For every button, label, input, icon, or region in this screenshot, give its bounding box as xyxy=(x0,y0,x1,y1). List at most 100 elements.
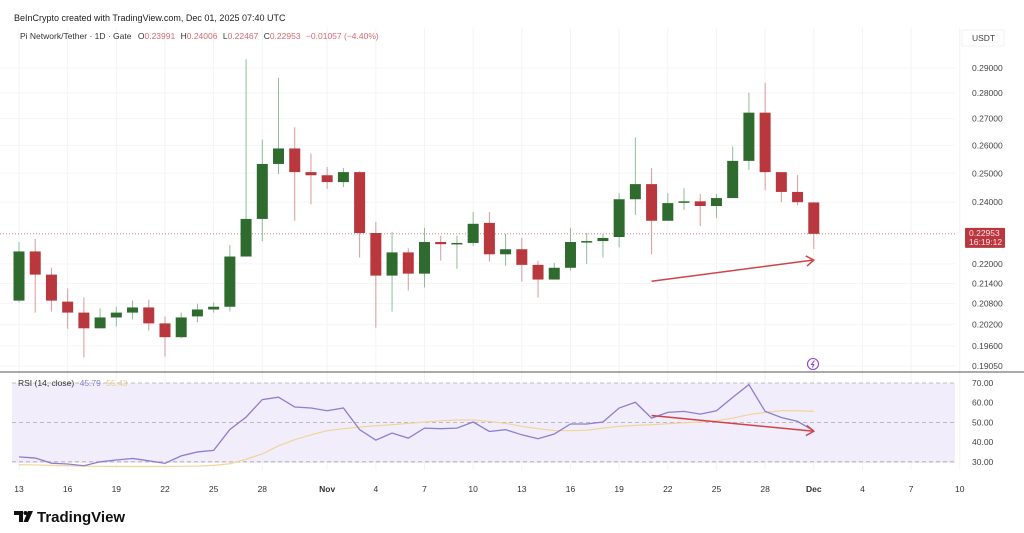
high-value: 0.24006 xyxy=(187,31,218,41)
rsi-legend[interactable]: RSI (14, close) 45.79 55.43 xyxy=(18,378,128,388)
candle-up xyxy=(727,160,739,199)
price-tick-label: 0.29000 xyxy=(972,63,1003,73)
rsi-tick-label: 30.00 xyxy=(972,457,994,467)
candle-up xyxy=(175,317,187,338)
price-tick-label: 0.27000 xyxy=(972,114,1003,124)
rsi-tick-label: 50.00 xyxy=(972,417,994,427)
candle-up xyxy=(94,317,106,329)
candle-down xyxy=(45,274,57,301)
time-tick-label: 16 xyxy=(566,484,576,494)
candle-down xyxy=(775,172,787,192)
rsi-trend-arrow xyxy=(651,414,814,433)
time-tick-label: Dec xyxy=(806,484,822,494)
time-tick-label: Nov xyxy=(319,484,335,494)
time-axis[interactable]: 13 16 19 22 25 28 Nov 4 7 10 13 16 19 22 25 28 Dec 4 7 10 xyxy=(14,484,964,494)
time-tick-label: 4 xyxy=(860,484,865,494)
candle-down xyxy=(370,232,382,276)
candle-down xyxy=(321,175,333,183)
candle-down xyxy=(532,264,544,280)
candle-up xyxy=(337,172,349,183)
low-label: L xyxy=(223,31,228,41)
candle-down xyxy=(62,301,74,313)
candle-down xyxy=(483,222,495,255)
candle-up xyxy=(419,242,430,274)
candle-up xyxy=(451,242,463,245)
time-tick-label: 22 xyxy=(160,484,170,494)
rsi-ma-value: 55.43 xyxy=(106,378,128,388)
time-tick-label: 7 xyxy=(422,484,427,494)
price-axis[interactable]: 0.29000 0.28000 0.27000 0.26000 0.25000 0.240… xyxy=(972,63,1003,371)
annotations xyxy=(651,255,816,437)
candle-down xyxy=(694,201,706,207)
candle-down xyxy=(289,148,301,173)
candle-up xyxy=(127,307,139,313)
last-price-badge xyxy=(965,227,1005,248)
price-tick-label: 0.22000 xyxy=(972,259,1003,269)
candle-up xyxy=(467,223,479,243)
alert-icon[interactable] xyxy=(806,357,820,371)
rsi-tick-label: 70.00 xyxy=(972,378,994,388)
time-tick-label: 16 xyxy=(63,484,73,494)
close-value: 0.22953 xyxy=(270,31,301,41)
rsi-value: 45.79 xyxy=(80,378,102,388)
price-tick-label: 0.26000 xyxy=(972,140,1003,150)
candle-down xyxy=(159,323,171,338)
time-tick-label: 19 xyxy=(112,484,122,494)
candle-down xyxy=(143,307,155,324)
price-tick-label: 0.24000 xyxy=(972,197,1003,207)
symbol-title: Pi Network/Tether · 1D · Gate xyxy=(20,31,132,41)
candle-down xyxy=(305,172,317,176)
candle-up xyxy=(597,237,609,242)
time-tick-label: 7 xyxy=(909,484,914,494)
candle-up xyxy=(613,199,625,238)
rsi-tick-label: 60.00 xyxy=(972,398,994,408)
rsi-label: RSI (14, close) xyxy=(18,378,74,388)
candle-up xyxy=(240,218,252,257)
candle-down xyxy=(646,184,658,221)
price-tick-label: 0.19050 xyxy=(972,361,1003,371)
candle-up xyxy=(110,312,122,318)
candle-down xyxy=(402,252,414,274)
price-tick-label: 0.20800 xyxy=(972,299,1003,309)
candle-up xyxy=(191,309,203,317)
arrow-head-icon xyxy=(805,424,816,437)
time-tick-label: 10 xyxy=(468,484,478,494)
candle-up xyxy=(581,241,593,243)
open-value: 0.23991 xyxy=(144,31,175,41)
candle-up xyxy=(224,256,236,307)
candle-down xyxy=(808,202,820,234)
candles xyxy=(13,59,820,358)
candle-up xyxy=(564,242,576,268)
time-tick-label: 25 xyxy=(209,484,219,494)
change-value: −0.01057 (−4.40%) xyxy=(306,31,379,41)
time-tick-label: 13 xyxy=(14,484,24,494)
rsi-ma-line xyxy=(18,410,814,468)
candle-up xyxy=(743,112,755,161)
candle-up xyxy=(500,249,512,255)
currency-button[interactable] xyxy=(961,29,1005,47)
credit-text: BeInCrypto created with TradingView.com,… xyxy=(14,13,286,23)
rsi-tick-label: 40.00 xyxy=(972,437,994,447)
arrow-head-icon xyxy=(805,255,816,267)
candle-down xyxy=(29,251,41,275)
time-tick-label: 10 xyxy=(955,484,965,494)
tradingview-logo-icon xyxy=(14,511,33,522)
last-price-value: 0.22953 xyxy=(969,228,1000,238)
rsi-band-background xyxy=(12,383,955,463)
bar-countdown: 16:19:12 xyxy=(969,237,1002,247)
symbol-legend[interactable]: Pi Network/Tether · 1D · Gate O0.23991 H… xyxy=(20,31,379,41)
time-tick-label: 19 xyxy=(614,484,624,494)
time-tick-label: 4 xyxy=(373,484,378,494)
price-tick-label: 0.21400 xyxy=(972,279,1003,289)
candle-up xyxy=(629,184,641,200)
price-tick-label: 0.25000 xyxy=(972,168,1003,178)
tradingview-wordmark: TradingView xyxy=(37,509,125,526)
candle-up xyxy=(13,251,25,301)
candle-up xyxy=(256,163,268,219)
candle-up xyxy=(386,252,398,276)
rsi-axis[interactable]: 70.00 60.00 50.00 40.00 30.00 xyxy=(972,378,994,467)
candle-down xyxy=(759,112,771,173)
close-label: C xyxy=(264,31,270,41)
tradingview-logo[interactable]: TradingView xyxy=(14,509,125,526)
